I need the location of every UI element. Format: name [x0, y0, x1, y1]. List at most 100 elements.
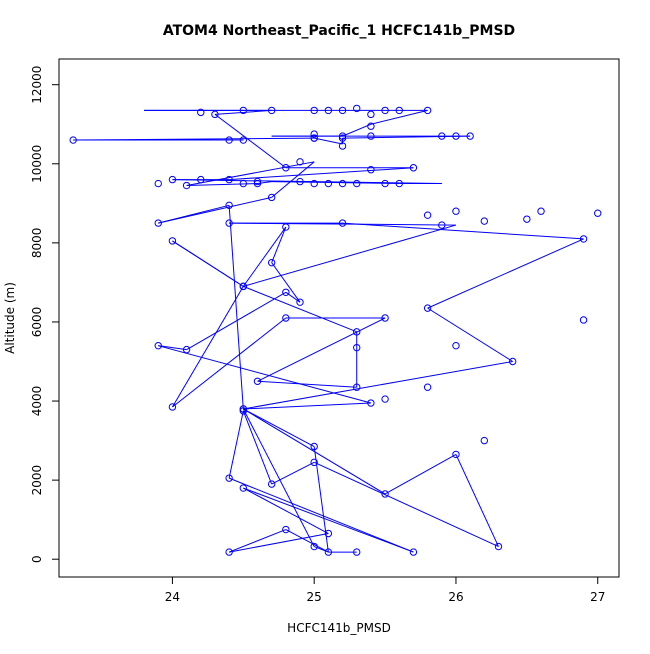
series-segment: [228, 477, 414, 553]
data-point: [395, 179, 403, 188]
data-point: [310, 442, 318, 451]
data-point: [225, 175, 233, 184]
data-point: [409, 548, 418, 556]
data-point: [523, 215, 531, 223]
data-point: [395, 106, 403, 115]
data-point: [438, 132, 446, 140]
series-segment: [186, 161, 315, 187]
series-segment: [158, 196, 272, 224]
data-point: [197, 108, 205, 117]
data-point: [381, 179, 389, 188]
y-tick-label: 8000: [30, 228, 44, 259]
data-point: [296, 158, 304, 166]
data-point: [239, 136, 248, 144]
data-point: [381, 106, 389, 115]
data-point: [253, 179, 262, 188]
data-point: [353, 104, 361, 113]
series-segment: [243, 487, 329, 534]
data-point: [324, 529, 333, 538]
series-segment: [342, 135, 471, 139]
x-tick-label: 25: [307, 590, 322, 604]
data-point: [225, 219, 233, 227]
series-segment: [257, 317, 386, 382]
series-segment: [171, 286, 244, 408]
data-point: [367, 132, 375, 140]
data-point: [480, 217, 489, 225]
data-point: [154, 219, 162, 227]
data-point: [267, 258, 276, 267]
data-point: [338, 219, 347, 227]
series-segment: [314, 137, 343, 145]
series-segment: [313, 461, 499, 548]
data-point: [69, 136, 77, 144]
data-point: [409, 164, 418, 172]
x-axis-title: HCFC141b_PMSD: [287, 621, 391, 635]
series-segment: [243, 224, 457, 287]
data-point: [310, 134, 318, 142]
data-point: [253, 177, 262, 186]
data-point: [168, 175, 177, 184]
series-segment: [271, 226, 287, 263]
data-point: [338, 179, 347, 188]
data-point: [225, 548, 233, 556]
series-segment: [228, 529, 287, 553]
series-segment: [271, 461, 315, 485]
series-segment: [257, 380, 357, 388]
data-point: [508, 357, 517, 366]
series-segment: [370, 109, 428, 125]
data-point: [296, 298, 304, 306]
data-point: [253, 377, 262, 385]
data-point: [324, 548, 333, 556]
data-point: [423, 211, 432, 219]
data-point: [353, 343, 361, 352]
series-segment: [285, 529, 329, 553]
x-tick-label: 27: [590, 590, 605, 604]
series-segment: [229, 533, 329, 553]
data-point: [182, 345, 191, 354]
y-tick-label: 0: [30, 555, 44, 563]
data-point: [324, 179, 333, 188]
axes: 24 25 26 27 0 2000 4000 6000 8000 10000 12000: [30, 58, 620, 604]
data-point: [338, 134, 347, 142]
data-point: [239, 179, 248, 188]
data-point: [239, 282, 248, 291]
data-point: [480, 436, 489, 445]
data-point: [282, 525, 290, 534]
data-point: [324, 106, 333, 115]
data-point: [267, 480, 276, 488]
data-point: [239, 407, 248, 415]
data-point: [310, 179, 318, 188]
data-point: [282, 164, 290, 172]
series-segment: [243, 402, 371, 410]
data-point: [282, 288, 290, 296]
series-segment: [186, 183, 258, 187]
series-segment: [243, 361, 513, 410]
series-segment: [271, 181, 400, 185]
series-segment: [455, 454, 499, 547]
series-segment: [384, 453, 457, 495]
data-point: [537, 207, 545, 215]
series-segment: [342, 123, 372, 137]
series-segment: [243, 487, 414, 553]
series-segment: [314, 546, 329, 553]
data-point: [353, 179, 361, 188]
series-segment: [271, 161, 315, 198]
data-point: [423, 304, 432, 312]
data-point: [594, 209, 602, 217]
data-point: [197, 175, 205, 184]
series-segment: [186, 291, 287, 351]
series-segment: [158, 345, 372, 404]
data-point: [353, 383, 361, 391]
data-point: [452, 207, 460, 215]
data-point: [168, 237, 177, 245]
y-axis-title: Altitude (m): [3, 282, 17, 354]
data-point: [211, 110, 219, 119]
data-point: [182, 181, 191, 190]
series-segment: [285, 291, 301, 303]
data-point: [579, 235, 588, 243]
y-tick-label: 12000: [30, 66, 44, 104]
series-segment: [229, 167, 414, 181]
series-segment: [172, 240, 244, 287]
data-point: [267, 193, 276, 202]
